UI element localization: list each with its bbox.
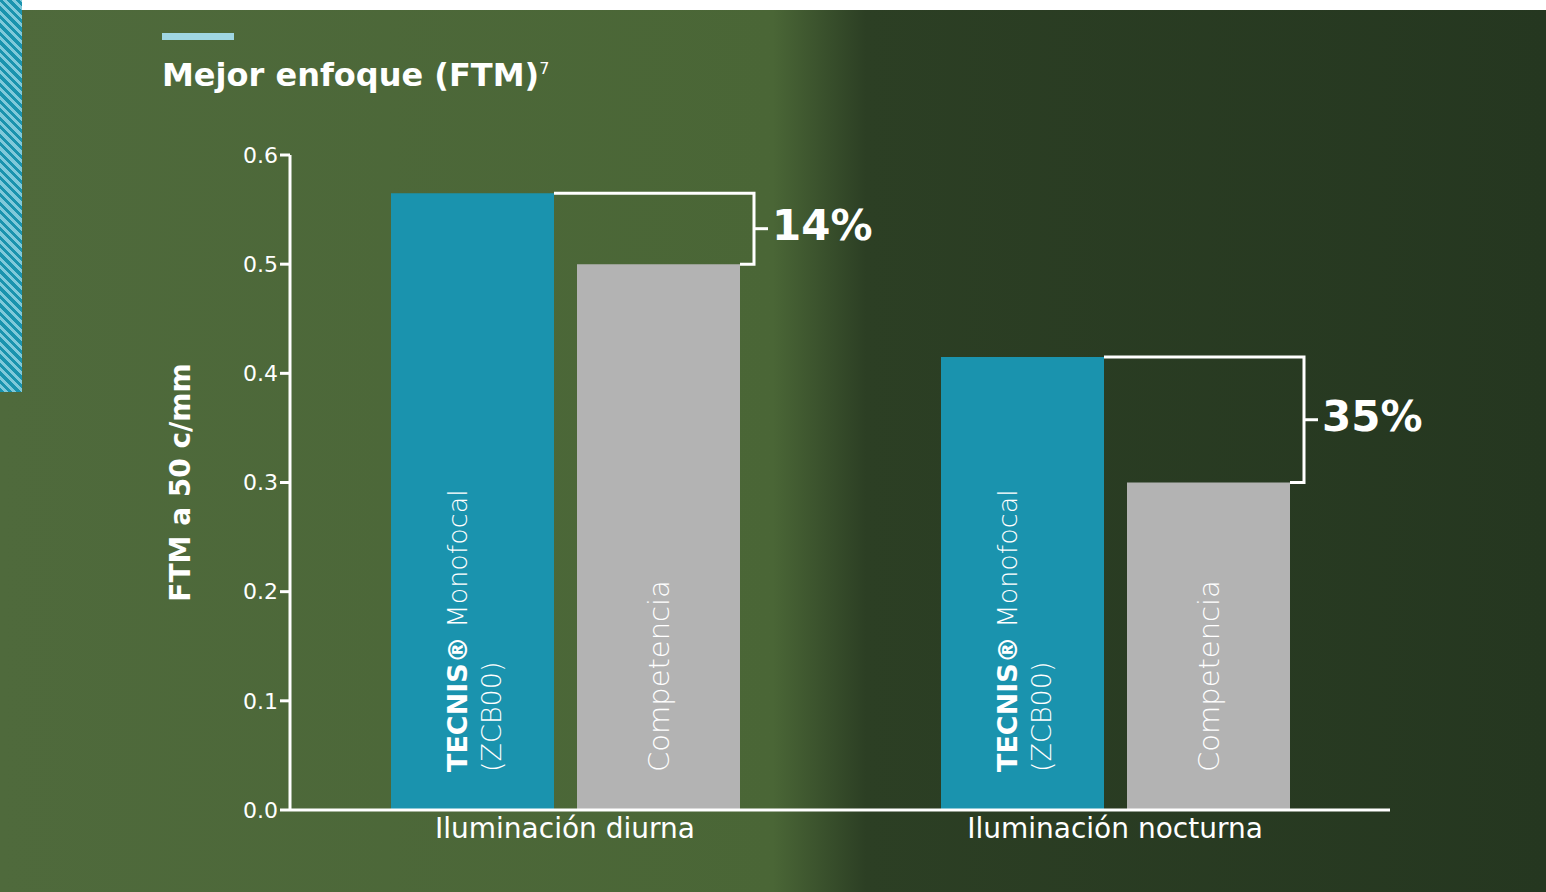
- svg-text:0.2: 0.2: [243, 579, 278, 604]
- svg-text:TECNIS® Monofocal: TECNIS® Monofocal: [992, 489, 1023, 772]
- svg-text:(ZCB00): (ZCB00): [476, 662, 507, 772]
- svg-text:FTM a 50 c/mm: FTM a 50 c/mm: [164, 363, 197, 601]
- svg-text:TECNIS® Monofocal: TECNIS® Monofocal: [442, 489, 473, 772]
- svg-text:0.5: 0.5: [243, 252, 278, 277]
- svg-text:0.6: 0.6: [243, 143, 278, 168]
- svg-text:Iluminación diurna: Iluminación diurna: [435, 812, 695, 845]
- svg-text:Competencia: Competencia: [642, 580, 676, 772]
- svg-text:0.1: 0.1: [243, 689, 278, 714]
- svg-text:Iluminación nocturna: Iluminación nocturna: [967, 812, 1263, 845]
- svg-text:0.4: 0.4: [243, 361, 278, 386]
- svg-text:14%: 14%: [772, 201, 873, 250]
- svg-text:(ZCB00): (ZCB00): [1026, 662, 1057, 772]
- svg-text:0.3: 0.3: [243, 470, 278, 495]
- html-text:Mejor enfoque (FTM)7: Mejor enfoque (FTM)7: [162, 56, 550, 94]
- svg-text:35%: 35%: [1322, 392, 1423, 441]
- svg-text:Competencia: Competencia: [1192, 580, 1226, 772]
- svg-text:0.0: 0.0: [243, 798, 278, 823]
